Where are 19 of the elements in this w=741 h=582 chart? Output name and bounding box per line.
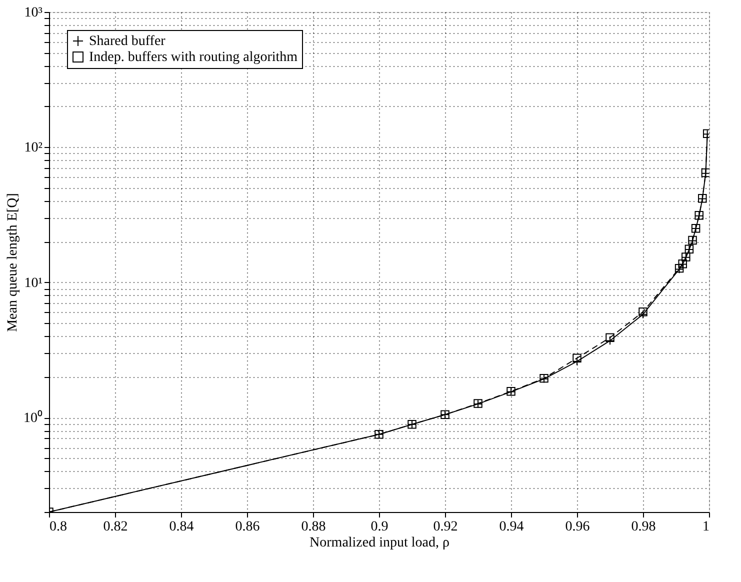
y-tick-label: 10² [24, 140, 42, 156]
x-tick-label: 0.86 [235, 520, 260, 534]
x-tick-label: 0.98 [631, 520, 656, 534]
legend-label: Shared buffer [89, 34, 166, 49]
x-tick-label: 0.82 [103, 520, 128, 534]
x-tick-label: 0.9 [370, 520, 388, 534]
y-tick-label: 10¹ [24, 276, 42, 291]
x-tick-label: 0.88 [301, 520, 326, 534]
x-tick-label: 0.92 [433, 520, 458, 534]
y-tick-label: 10⁰ [24, 410, 42, 426]
x-tick-label: 0.94 [499, 520, 524, 534]
x-tick-label: 1 [702, 520, 710, 534]
x-tick-label: 0.84 [169, 520, 194, 534]
x-tick-label: 0.96 [565, 520, 590, 534]
x-tick-label: 0.8 [50, 520, 67, 534]
x-axis-title: Normalized input load, ρ [310, 536, 450, 550]
legend-label: Indep. buffers with routing algorithm [89, 50, 298, 65]
y-axis-title: Mean queue length E[Q] [6, 193, 20, 332]
y-tick-label: 10³ [24, 6, 42, 20]
